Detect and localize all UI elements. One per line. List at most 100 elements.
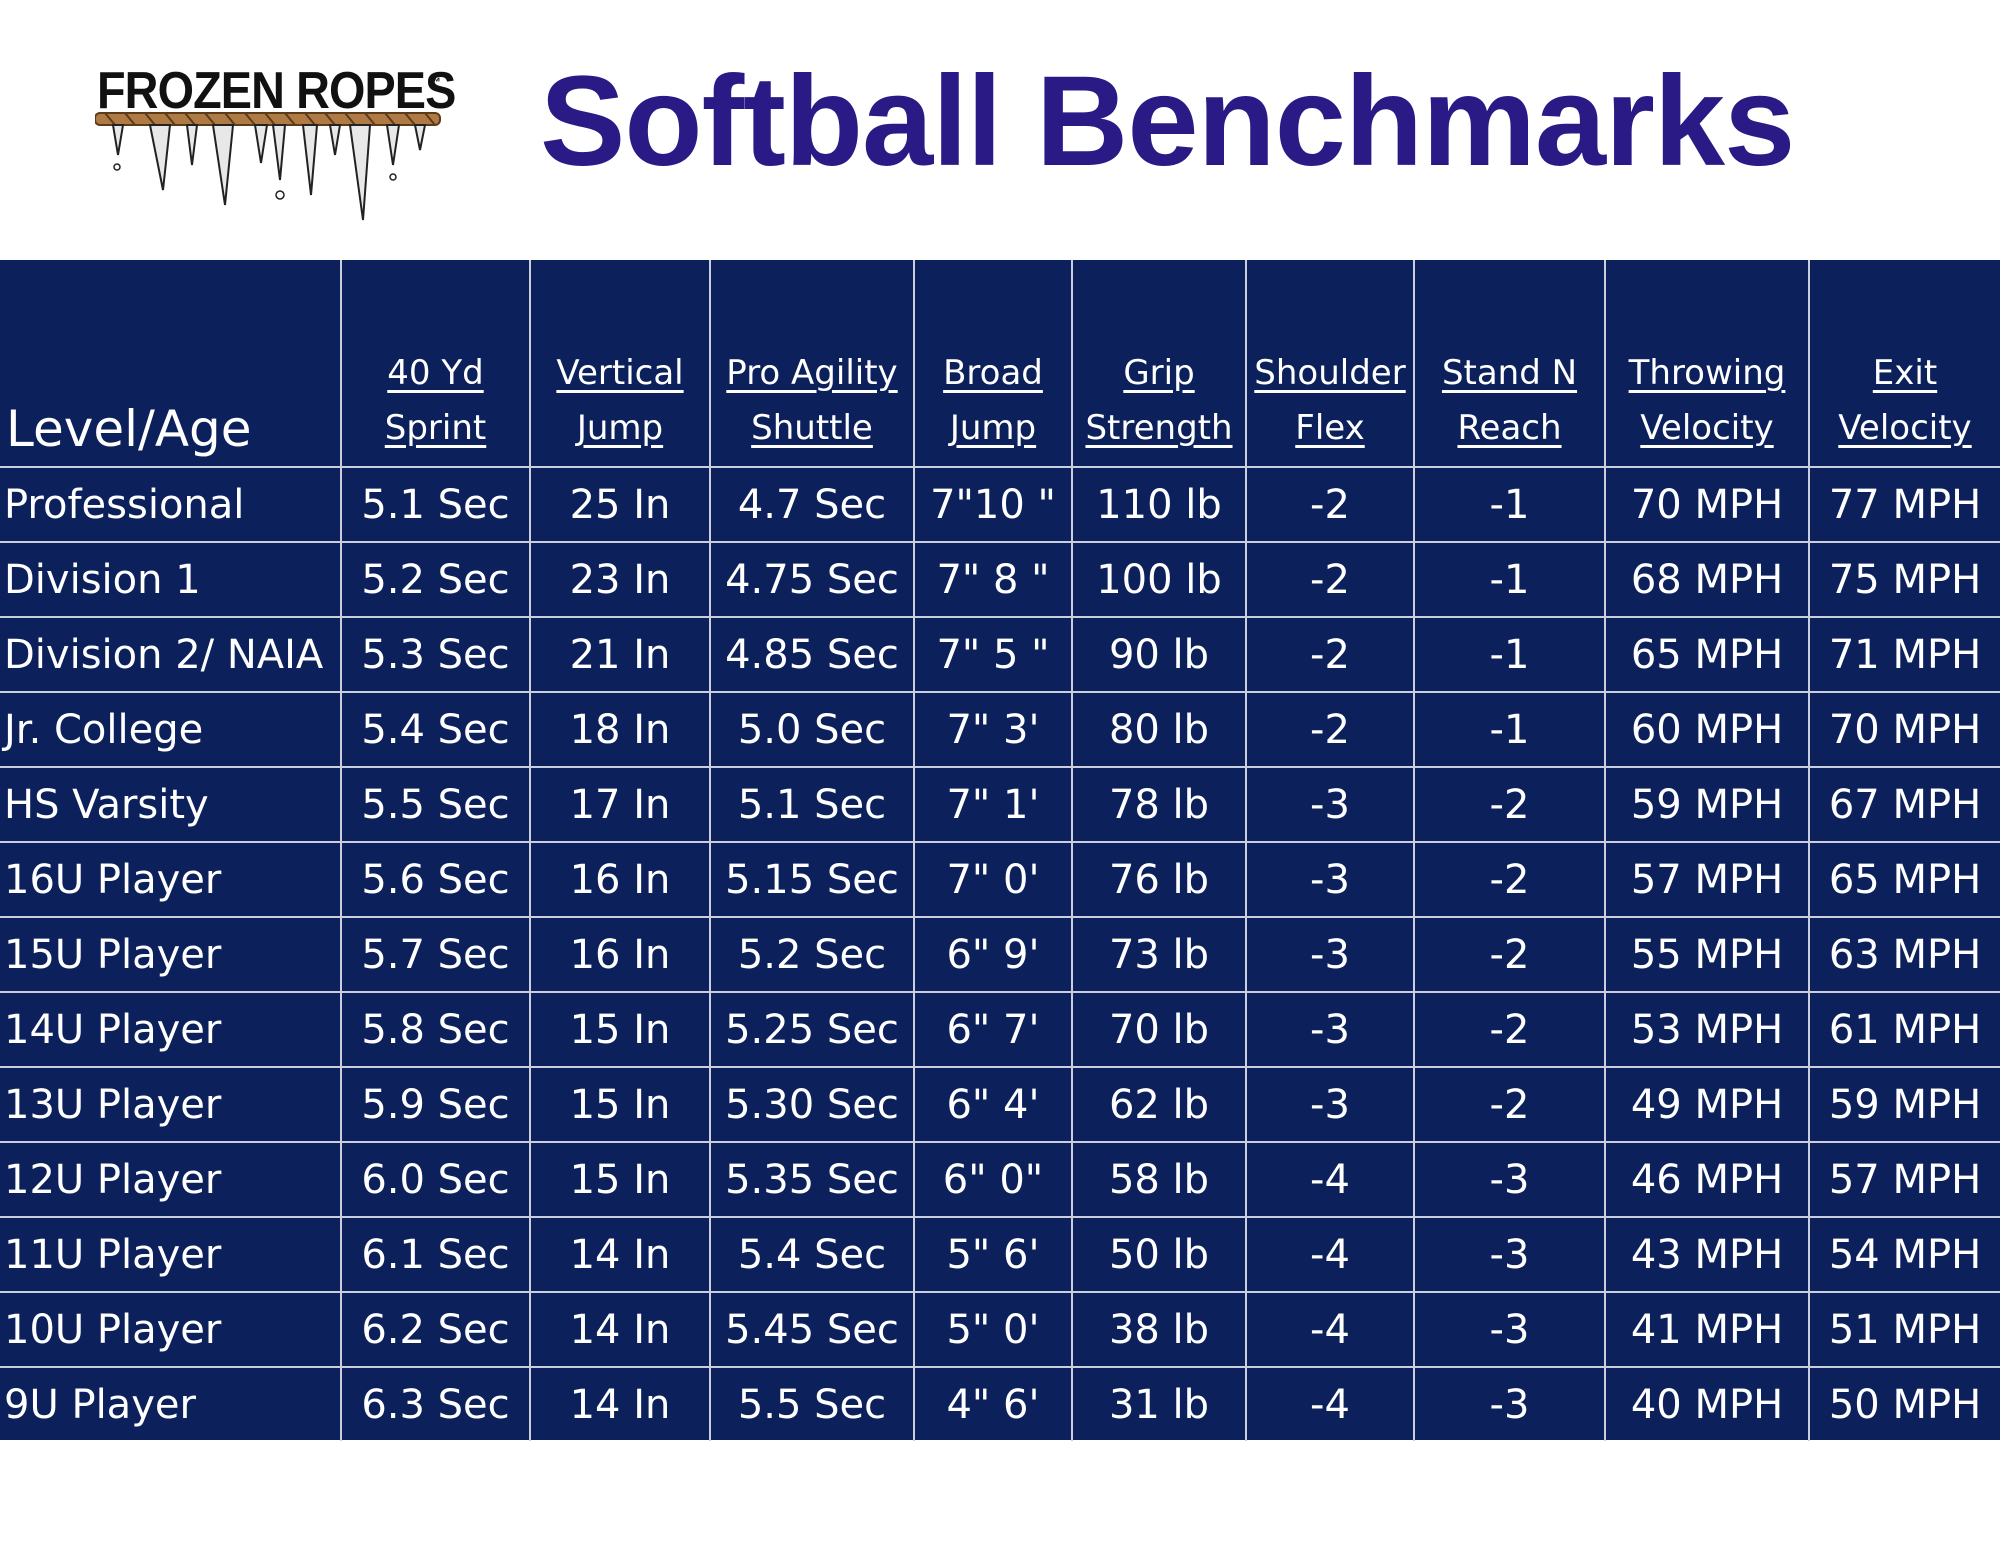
value-cell: 51 MPH (1808, 1291, 2000, 1368)
value-cell: 6" 9' (913, 916, 1073, 993)
value-cell: 70 lb (1071, 991, 1247, 1068)
benchmarks-table-container: Level/Age 40 Yd Sprint Vertical Jump Pro Agil… (0, 260, 2000, 1441)
value-cell: 5.7 Sec (340, 916, 531, 993)
value-cell: 40 MPH (1604, 1366, 1810, 1441)
value-cell: 5.8 Sec (340, 991, 531, 1068)
column-header-line: Velocity (1838, 408, 1972, 448)
value-cell: 7"10 " (913, 466, 1073, 543)
level-cell: Jr. College (0, 691, 342, 768)
value-cell: 5.0 Sec (709, 691, 915, 768)
header-row: Level/Age 40 Yd Sprint Vertical Jump Pro Agil… (0, 260, 2000, 468)
value-cell: -3 (1245, 841, 1415, 918)
value-cell: 53 MPH (1604, 991, 1810, 1068)
table-row: 12U Player 6.0 Sec 15 In 5.35 Sec 6" 0" 58 lb… (0, 1141, 2000, 1218)
column-header-line: Flex (1295, 408, 1365, 448)
column-header-wrap: Exit Velocity (1811, 346, 2000, 465)
value-cell: 46 MPH (1604, 1141, 1810, 1218)
value-cell: 7" 5 " (913, 616, 1073, 693)
value-cell: 16 In (529, 916, 711, 993)
column-header-line: Shoulder (1254, 353, 1406, 393)
value-cell: -4 (1245, 1216, 1415, 1293)
value-cell: 6.0 Sec (340, 1141, 531, 1218)
table-body: Professional 5.1 Sec 25 In 4.7 Sec 7"10 " 110… (0, 466, 2000, 1441)
value-cell: 5.6 Sec (340, 841, 531, 918)
value-cell: 14 In (529, 1216, 711, 1293)
value-cell: 5.15 Sec (709, 841, 915, 918)
value-cell: 76 lb (1071, 841, 1247, 918)
table-row: Professional 5.1 Sec 25 In 4.7 Sec 7"10 " 110… (0, 466, 2000, 543)
value-cell: -4 (1245, 1141, 1415, 1218)
table-row: 15U Player 5.7 Sec 16 In 5.2 Sec 6" 9' 73 lb -… (0, 916, 2000, 993)
logo-trademark: ™ (429, 75, 441, 89)
column-header-line: Jump (949, 408, 1037, 448)
column-header-wrap: Shoulder Flex (1248, 346, 1412, 465)
column-header: Stand N Reach (1413, 260, 1606, 468)
value-cell: 4.75 Sec (709, 541, 915, 618)
column-header-line: 40 Yd (387, 353, 484, 393)
value-cell: 58 lb (1071, 1141, 1247, 1218)
value-cell: 5.2 Sec (340, 541, 531, 618)
value-cell: 100 lb (1071, 541, 1247, 618)
value-cell: -3 (1413, 1216, 1606, 1293)
value-cell: 6.1 Sec (340, 1216, 531, 1293)
value-cell: 78 lb (1071, 766, 1247, 843)
value-cell: 67 MPH (1808, 766, 2000, 843)
value-cell: -1 (1413, 691, 1606, 768)
table-row: 11U Player 6.1 Sec 14 In 5.4 Sec 5" 6' 50 lb -… (0, 1216, 2000, 1293)
value-cell: -2 (1413, 766, 1606, 843)
column-header-line: Vertical (556, 353, 684, 393)
level-cell: 11U Player (0, 1216, 342, 1293)
value-cell: 5.25 Sec (709, 991, 915, 1068)
value-cell: 50 lb (1071, 1216, 1247, 1293)
level-cell: 10U Player (0, 1291, 342, 1368)
table-row: 16U Player 5.6 Sec 16 In 5.15 Sec 7" 0' 76 lb… (0, 841, 2000, 918)
page-title: Softball Benchmarks (540, 50, 1795, 193)
value-cell: 65 MPH (1808, 841, 2000, 918)
value-cell: 17 In (529, 766, 711, 843)
value-cell: -4 (1245, 1291, 1415, 1368)
value-cell: 63 MPH (1808, 916, 2000, 993)
level-cell: HS Varsity (0, 766, 342, 843)
value-cell: 60 MPH (1604, 691, 1810, 768)
table-row: 10U Player 6.2 Sec 14 In 5.45 Sec 5" 0' 38 lb… (0, 1291, 2000, 1368)
value-cell: -2 (1413, 841, 1606, 918)
value-cell: 23 In (529, 541, 711, 618)
value-cell: 18 In (529, 691, 711, 768)
column-header: Grip Strength (1071, 260, 1247, 468)
column-header-wrap: Vertical Jump (532, 346, 708, 465)
value-cell: 5.5 Sec (709, 1366, 915, 1441)
value-cell: 6" 4' (913, 1066, 1073, 1143)
value-cell: 57 MPH (1808, 1141, 2000, 1218)
value-cell: 5.1 Sec (340, 466, 531, 543)
column-header: Exit Velocity (1808, 260, 2000, 468)
table-row: Jr. College 5.4 Sec 18 In 5.0 Sec 7" 3' 80 lb… (0, 691, 2000, 768)
value-cell: 15 In (529, 1066, 711, 1143)
column-header-line: Grip (1123, 353, 1195, 393)
column-header-wrap: 40 Yd Sprint (343, 346, 528, 465)
frozen-ropes-logo: FROZEN ROPES ™ (95, 55, 456, 235)
column-header-wrap: Broad Jump (916, 346, 1070, 465)
value-cell: 16 In (529, 841, 711, 918)
column-header: Level/Age (0, 260, 342, 468)
column-header-line: Velocity (1640, 408, 1774, 448)
value-cell: 5.30 Sec (709, 1066, 915, 1143)
value-cell: 70 MPH (1808, 691, 2000, 768)
column-header-wrap: Pro Agility Shuttle (712, 346, 912, 465)
value-cell: 7" 3' (913, 691, 1073, 768)
value-cell: 68 MPH (1604, 541, 1810, 618)
value-cell: -2 (1245, 616, 1415, 693)
value-cell: 5" 6' (913, 1216, 1073, 1293)
column-header: Broad Jump (913, 260, 1073, 468)
table-row: HS Varsity 5.5 Sec 17 In 5.1 Sec 7" 1' 78 lb -… (0, 766, 2000, 843)
value-cell: 4.7 Sec (709, 466, 915, 543)
value-cell: 5.35 Sec (709, 1141, 915, 1218)
table-row: Division 1 5.2 Sec 23 In 4.75 Sec 7" 8 " 100 … (0, 541, 2000, 618)
value-cell: 7" 1' (913, 766, 1073, 843)
value-cell: 6" 0" (913, 1141, 1073, 1218)
value-cell: 55 MPH (1604, 916, 1810, 993)
level-cell: Professional (0, 466, 342, 543)
logo-wordmark: FROZEN ROPES (97, 62, 456, 120)
table-row: 13U Player 5.9 Sec 15 In 5.30 Sec 6" 4' 62 lb… (0, 1066, 2000, 1143)
level-cell: Division 1 (0, 541, 342, 618)
value-cell: 15 In (529, 1141, 711, 1218)
